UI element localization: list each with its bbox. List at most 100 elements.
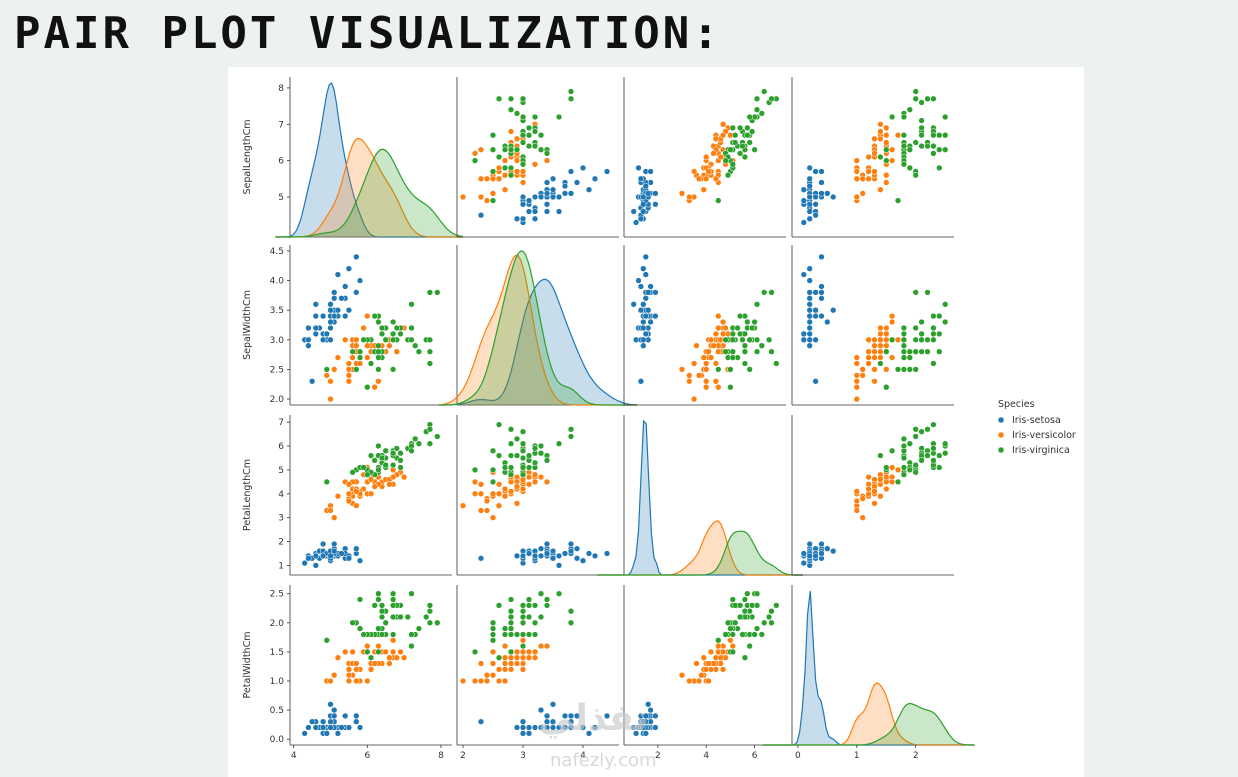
- point-Iris-virginica-42: [906, 354, 913, 361]
- point-Iris-setosa-22: [312, 562, 319, 569]
- point-Iris-virginica-38: [519, 471, 527, 478]
- point-Iris-versicolor-20: [531, 471, 539, 478]
- point-Iris-versicolor-17: [853, 354, 860, 361]
- point-Iris-versicolor-16: [349, 648, 356, 656]
- point-Iris-versicolor-3: [477, 490, 485, 497]
- point-Iris-versicolor-20: [531, 161, 539, 168]
- point-Iris-setosa-36: [345, 307, 353, 314]
- point-Iris-versicolor-49: [871, 168, 878, 175]
- point-Iris-virginica-43: [930, 324, 937, 332]
- point-Iris-virginica-49: [729, 161, 736, 168]
- point-Iris-virginica-31: [434, 433, 441, 440]
- point-Iris-versicolor-41: [877, 476, 884, 483]
- point-Iris-versicolor-32: [865, 354, 872, 361]
- point-Iris-virginica-26: [507, 631, 515, 638]
- point-Iris-setosa-48: [338, 295, 345, 302]
- y-axis-label-PetalLengthCm: PetalLengthCm: [242, 459, 253, 531]
- point-Iris-virginica-29: [408, 447, 415, 454]
- point-Iris-versicolor-37: [477, 660, 485, 667]
- point-Iris-versicolor-49: [353, 660, 360, 667]
- point-Iris-versicolor-45: [707, 336, 715, 343]
- point-Iris-versicolor-30: [345, 672, 353, 679]
- point-Iris-setosa-41: [637, 378, 645, 385]
- point-Iris-versicolor-11: [707, 648, 715, 656]
- point-Iris-setosa-43: [549, 701, 557, 708]
- point-Iris-setosa-14: [579, 724, 587, 731]
- point-Iris-versicolor-39: [345, 490, 353, 497]
- point-Iris-virginica-43: [393, 445, 400, 452]
- point-Iris-virginica-17: [768, 608, 775, 615]
- point-Iris-virginica-39: [525, 613, 533, 621]
- point-Iris-setosa-30: [319, 724, 327, 731]
- point-Iris-versicolor-21: [367, 490, 375, 497]
- point-Iris-setosa-38: [305, 336, 312, 343]
- point-Iris-setosa-13: [800, 336, 807, 343]
- point-Iris-versicolor-45: [707, 666, 715, 673]
- point-Iris-setosa-32: [800, 271, 807, 278]
- point-Iris-virginica-17: [567, 95, 575, 102]
- point-Iris-versicolor-41: [519, 654, 527, 661]
- point-Iris-virginica-35: [426, 336, 434, 343]
- point-Iris-setosa-41: [477, 212, 485, 219]
- point-Iris-versicolor-31: [853, 497, 860, 505]
- point-Iris-virginica-31: [912, 433, 919, 440]
- subplot-PetalLengthCm-vs-SepalLengthCm: 1 2 3 4 5 6 7 PetalLengthCm: [242, 415, 452, 576]
- y-tick-label-3.5: 3.5: [270, 306, 284, 316]
- point-Iris-virginica-49: [360, 631, 367, 638]
- point-Iris-versicolor-6: [537, 642, 545, 650]
- y-tick-label-4.5: 4.5: [270, 247, 284, 257]
- point-Iris-setosa-44: [652, 190, 659, 197]
- point-Iris-setosa-35: [327, 324, 334, 332]
- point-Iris-virginica-19: [727, 384, 734, 391]
- x-tick-label-4: 4: [703, 751, 709, 761]
- point-Iris-setosa-48: [642, 182, 649, 190]
- subplot-PetalWidthCm-vs-PetalWidthCm: 0 1 2: [762, 585, 975, 761]
- point-Iris-setosa-5: [647, 283, 654, 290]
- point-Iris-versicolor-35: [715, 312, 722, 320]
- subplot-PetalLengthCm-vs-SepalWidthCm: [456, 415, 619, 576]
- point-Iris-virginica-6: [323, 366, 330, 373]
- point-Iris-virginica-37: [525, 631, 533, 638]
- point-Iris-virginica-8: [900, 366, 908, 373]
- point-Iris-versicolor-18: [471, 150, 479, 157]
- point-Iris-setosa-8: [513, 215, 521, 222]
- point-Iris-versicolor-40: [712, 360, 720, 367]
- point-Iris-setosa-31: [342, 712, 349, 720]
- point-Iris-virginica-47: [519, 139, 527, 146]
- point-Iris-setosa-49: [327, 318, 334, 326]
- point-Iris-versicolor-35: [888, 157, 896, 164]
- point-Iris-setosa-15: [353, 712, 360, 720]
- subplot-SepalWidthCm-vs-SepalLengthCm: 2.0 2.5 3.0 3.5 4.0 4.5 SepalWidthCm: [242, 245, 452, 406]
- point-Iris-versicolor-49: [871, 488, 878, 495]
- point-Iris-setosa-24: [319, 312, 327, 320]
- point-Iris-setosa-18: [647, 168, 654, 175]
- point-Iris-versicolor-32: [700, 354, 707, 361]
- point-Iris-setosa-23: [331, 706, 338, 714]
- point-Iris-virginica-33: [507, 648, 515, 656]
- kde-fill-Iris-virginica: [762, 703, 975, 745]
- y-tick-label-4: 4: [278, 490, 284, 500]
- point-Iris-setosa-16: [573, 555, 581, 562]
- point-Iris-versicolor-17: [501, 677, 509, 685]
- point-Iris-versicolor-48: [489, 514, 497, 521]
- point-Iris-virginica-49: [900, 161, 908, 168]
- point-Iris-virginica-5: [519, 428, 527, 435]
- point-Iris-versicolor-10: [690, 395, 698, 403]
- point-Iris-virginica-48: [371, 602, 378, 609]
- point-Iris-setosa-14: [579, 557, 587, 564]
- point-Iris-versicolor-9: [700, 654, 707, 661]
- point-Iris-virginica-22: [507, 426, 515, 433]
- point-Iris-versicolor-49: [353, 488, 360, 495]
- point-Iris-virginica-21: [507, 172, 515, 179]
- point-Iris-virginica-19: [883, 384, 890, 391]
- point-Iris-virginica-34: [367, 360, 375, 367]
- point-Iris-setosa-31: [818, 179, 825, 186]
- point-Iris-virginica-44: [537, 590, 545, 597]
- point-Iris-virginica-48: [736, 602, 744, 609]
- point-Iris-virginica-38: [722, 336, 729, 343]
- point-Iris-virginica-25: [408, 631, 415, 638]
- point-Iris-virginica-45: [519, 602, 527, 609]
- point-Iris-versicolor-26: [877, 348, 884, 355]
- point-Iris-versicolor-36: [883, 330, 890, 338]
- point-Iris-setosa-49: [537, 193, 545, 201]
